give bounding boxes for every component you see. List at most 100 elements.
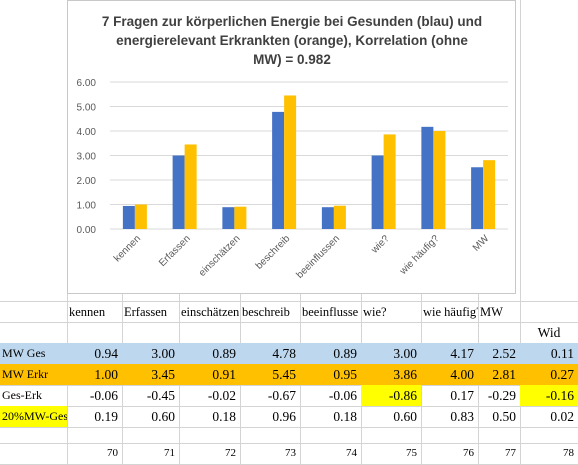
grid-row-line — [0, 427, 578, 428]
bar-erkrankte — [383, 134, 396, 229]
data-cell[interactable]: -0.67 — [267, 388, 296, 403]
bar-gesunde — [272, 111, 285, 229]
data-cell[interactable]: 0.83 — [450, 409, 474, 424]
data-cell[interactable]: -0.45 — [146, 388, 175, 403]
x-category-label: beschreib — [254, 233, 293, 272]
y-tick-label: 0.00 — [77, 225, 97, 236]
bar-erkrankte — [284, 95, 297, 229]
data-cell[interactable]: -0.06 — [328, 388, 357, 403]
footer-number-cell[interactable]: 71 — [164, 447, 175, 459]
data-cell[interactable]: 0.50 — [492, 409, 516, 424]
data-cell[interactable]: 0.95 — [333, 367, 357, 382]
footer-number-cell[interactable]: 78 — [563, 447, 574, 459]
data-cell[interactable]: 0.60 — [393, 409, 417, 424]
column-header[interactable]: beschreib — [242, 305, 290, 319]
data-cell[interactable]: 4.78 — [272, 346, 296, 361]
data-cell[interactable]: 3.00 — [151, 346, 175, 361]
y-tick-label: 6.00 — [77, 78, 97, 89]
footer-number-cell[interactable]: 73 — [285, 447, 296, 459]
data-cell[interactable]: 0.17 — [450, 388, 474, 403]
column-header[interactable]: Erfassen — [124, 305, 168, 319]
data-cell[interactable]: -0.29 — [487, 388, 516, 403]
x-category-label: kennen — [112, 233, 143, 264]
grid-row-line — [0, 322, 578, 323]
data-cell[interactable]: 2.81 — [492, 367, 516, 382]
bar-gesunde — [371, 155, 384, 229]
footer-number-cell[interactable]: 75 — [406, 447, 417, 459]
grid-row-line — [0, 443, 578, 444]
bar-erkrankte — [184, 144, 197, 229]
data-cell[interactable]: 2.52 — [492, 346, 516, 361]
data-cell[interactable]: 0.89 — [333, 346, 357, 361]
column-header[interactable]: beeinflusse — [302, 305, 359, 319]
data-cell[interactable]: 0.96 — [272, 409, 296, 424]
column-header[interactable]: einschätzen — [181, 305, 240, 319]
bar-gesunde — [222, 207, 235, 229]
data-cell[interactable]: 0.91 — [212, 367, 236, 382]
data-cell[interactable]: -0.06 — [89, 388, 118, 403]
chart-canvas: 7 Fragen zur körperlichen Energie bei Ge… — [77, 14, 508, 281]
data-cell[interactable]: -0.02 — [207, 388, 236, 403]
data-cell[interactable]: 0.19 — [94, 409, 118, 424]
column-header-wid[interactable]: Wid — [537, 325, 561, 340]
data-cell[interactable]: 0.02 — [550, 409, 574, 424]
wid-header-row: Wid — [0, 322, 578, 343]
footer-number-cell[interactable]: 76 — [463, 447, 474, 459]
footer-number-cell[interactable]: 70 — [107, 447, 118, 459]
data-cell[interactable]: 3.86 — [393, 367, 417, 382]
data-cell[interactable]: 0.11 — [550, 346, 574, 361]
bar-gesunde — [321, 207, 334, 229]
chart-title-line: MW) = 0.982 — [253, 52, 331, 67]
footer-number-cell[interactable]: 77 — [505, 447, 516, 459]
column-header[interactable]: kennen — [69, 305, 106, 319]
data-cell[interactable]: 4.00 — [450, 367, 474, 382]
row-20pct-mw-ges: 20%MW-Ges 0.19 0.60 0.18 0.96 0.18 0.60 0.83 0.5… — [0, 406, 578, 427]
footer-number-cell[interactable]: 74 — [346, 447, 357, 459]
bar-gesunde — [471, 167, 484, 229]
row-label[interactable]: MW Erkr — [0, 364, 67, 385]
data-cell[interactable]: -0.16 — [520, 385, 578, 406]
data-cell[interactable]: 5.45 — [272, 367, 296, 382]
data-cell[interactable]: 0.18 — [212, 409, 236, 424]
x-category-label: einschätzen — [197, 233, 243, 279]
x-category-label: Erfassen — [157, 233, 193, 269]
data-cell[interactable]: 0.60 — [151, 409, 175, 424]
bar-gesunde — [172, 155, 185, 229]
data-cell[interactable]: 3.45 — [151, 367, 175, 382]
bar-erkrankte — [134, 204, 147, 229]
bar-erkrankte — [483, 160, 496, 229]
column-header[interactable]: wie häufig? — [423, 305, 478, 319]
y-tick-label: 3.00 — [77, 152, 97, 163]
column-header-row: kennen Erfassen einschätzen beschreib beeinf… — [0, 302, 578, 323]
data-cell[interactable]: 0.89 — [212, 346, 236, 361]
bar-erkrankte — [333, 205, 346, 229]
data-cell[interactable]: 3.00 — [393, 346, 417, 361]
grid-row-line — [0, 301, 578, 302]
column-header[interactable]: wie? — [363, 305, 387, 319]
data-cell[interactable]: 4.17 — [450, 346, 474, 361]
x-category-label: MW — [471, 233, 492, 254]
bar-erkrankte — [433, 131, 446, 229]
data-cell[interactable]: 1.00 — [94, 367, 118, 382]
y-tick-label: 1.00 — [77, 201, 97, 212]
data-cell[interactable]: 0.18 — [333, 409, 357, 424]
footer-number-cell[interactable]: 72 — [225, 447, 236, 459]
column-header[interactable]: MW — [480, 305, 503, 319]
y-tick-label: 2.00 — [77, 176, 97, 187]
data-cell[interactable]: 0.27 — [550, 367, 574, 382]
y-tick-label: 5.00 — [77, 103, 97, 114]
x-category-label: wie? — [369, 233, 392, 256]
row-label[interactable]: Ges-Erk — [2, 388, 42, 402]
footer-number-row: 70 71 72 73 74 75 76 77 78 — [0, 443, 578, 464]
row-label[interactable]: MW Ges — [0, 343, 67, 364]
row-label[interactable]: 20%MW-Ges — [0, 406, 67, 427]
data-cell[interactable]: 0.94 — [94, 346, 118, 361]
data-cell[interactable]: -0.86 — [361, 385, 421, 406]
bar-erkrankte — [234, 206, 247, 229]
x-category-label: beeinflussen — [295, 233, 342, 280]
bar-gesunde — [122, 205, 135, 229]
bar-gesunde — [421, 126, 434, 229]
chart-title-line: energierelevant Erkrankten (orange), Kor… — [116, 33, 468, 48]
grid-row-line — [0, 385, 578, 386]
bar-chart[interactable]: 7 Fragen zur körperlichen Energie bei Ge… — [67, 0, 516, 294]
